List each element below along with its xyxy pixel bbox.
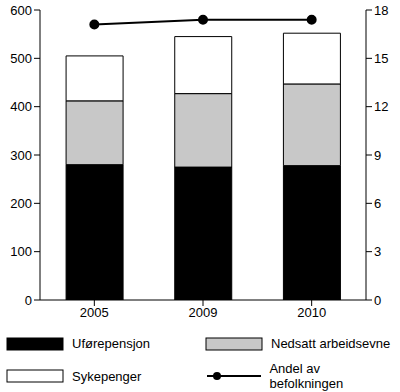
svg-text:2010: 2010 <box>297 305 326 320</box>
html-text:Uførepensjon: Uførepensjon <box>72 336 150 351</box>
html-text:Andel av befolkningen: Andel av befolkningen <box>269 361 344 391</box>
svg-text:6: 6 <box>374 196 381 211</box>
html-text:Sykepenger: Sykepenger <box>72 368 142 384</box>
svg-text:500: 500 <box>10 51 32 66</box>
svg-text:2005: 2005 <box>80 305 109 320</box>
svg-text:200: 200 <box>10 196 32 211</box>
svg-text:100: 100 <box>10 244 32 259</box>
svg-text:600: 600 <box>10 3 32 18</box>
svg-text:9: 9 <box>374 148 381 163</box>
svg-text:2009: 2009 <box>189 305 218 320</box>
svg-text:18: 18 <box>374 3 388 18</box>
svg-text:0: 0 <box>25 293 32 308</box>
svg-text:3: 3 <box>374 244 381 259</box>
svg-text:400: 400 <box>10 99 32 114</box>
html-text:Nedsatt arbeidsevne: Nedsatt arbeidsevne <box>271 336 391 351</box>
svg-text:12: 12 <box>374 99 388 114</box>
svg-text:300: 300 <box>10 148 32 163</box>
svg-text:0: 0 <box>374 293 381 308</box>
svg-text:15: 15 <box>374 51 388 66</box>
